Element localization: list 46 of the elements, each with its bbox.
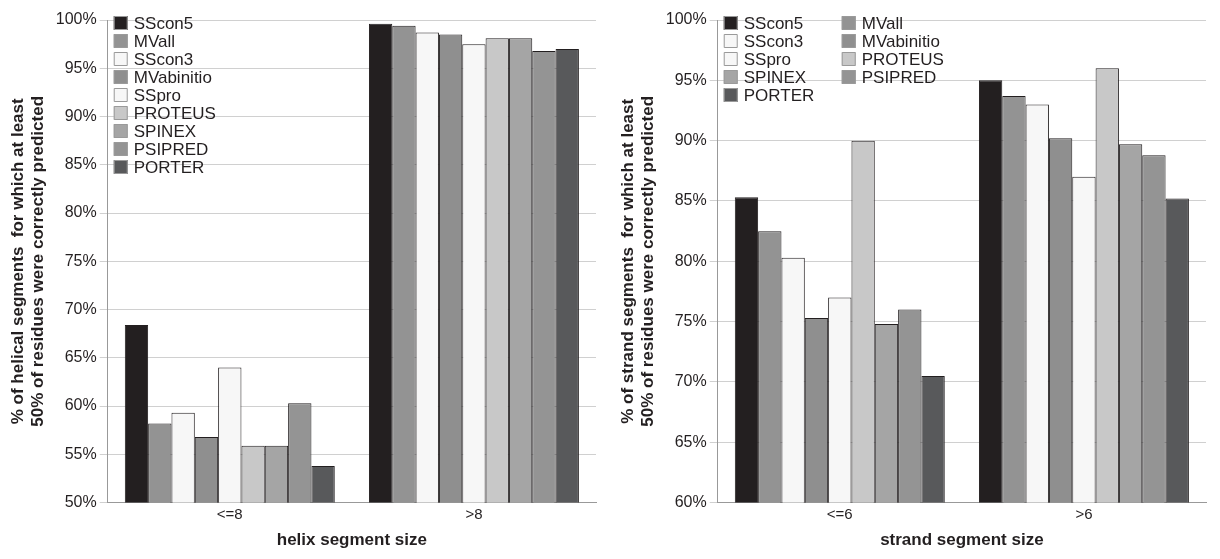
x-axis-title: strand segment size bbox=[880, 530, 1044, 550]
y-tick-label: 60% bbox=[674, 493, 707, 511]
y-tick-label: 75% bbox=[674, 312, 707, 330]
legend-label: MVabinitio bbox=[133, 67, 212, 87]
legend-label: PSIPRED bbox=[133, 139, 209, 159]
y-tick-label: 80% bbox=[674, 251, 707, 269]
y-tick-label: 100% bbox=[665, 10, 707, 28]
y-axis-title: % of helical segments for which at least 50% of residues were correctly predicted bbox=[7, 95, 48, 427]
y-tick-label: 90% bbox=[64, 106, 97, 124]
legend-label: PROTEUS bbox=[861, 49, 944, 69]
y-tick-label: 95% bbox=[674, 70, 707, 88]
x-tick-label: >8 bbox=[465, 504, 483, 522]
legend-label: PORTER bbox=[743, 85, 815, 105]
x-tick-label: >6 bbox=[1075, 504, 1093, 522]
y-tick-label: 50% bbox=[64, 493, 97, 511]
y-axis-title: % of strand segments for which at least 50% of residues were correctly predicted bbox=[617, 95, 658, 427]
y-tick-label: 75% bbox=[64, 251, 97, 269]
y-tick-label: 65% bbox=[674, 432, 707, 450]
legend-label: SSpro bbox=[133, 85, 181, 105]
y-tick-label: 65% bbox=[64, 348, 97, 366]
legend-label: SScon3 bbox=[743, 31, 804, 51]
x-tick-label: <=8 bbox=[216, 504, 243, 522]
y-tick-label: 80% bbox=[64, 203, 97, 221]
y-tick-label: 90% bbox=[674, 131, 707, 149]
y-tick-label: 85% bbox=[674, 191, 707, 209]
y-tick-label: 95% bbox=[64, 58, 97, 76]
legend-label: MVabinitio bbox=[861, 31, 940, 51]
y-tick-label: 100% bbox=[55, 10, 97, 28]
y-tick-label: 70% bbox=[674, 372, 707, 390]
legend-label: PROTEUS bbox=[133, 103, 216, 123]
legend-label: MVall bbox=[861, 13, 903, 33]
legend-label: PORTER bbox=[133, 157, 205, 177]
legend-label: MVall bbox=[133, 31, 175, 51]
legend-label: SScon5 bbox=[743, 13, 804, 33]
legend-label: SScon3 bbox=[133, 49, 194, 69]
legend-label: SPINEX bbox=[133, 121, 197, 141]
y-tick-label: 85% bbox=[64, 155, 97, 173]
y-tick-label: 70% bbox=[64, 299, 97, 317]
legend-label: SPINEX bbox=[743, 67, 807, 87]
y-tick-label: 60% bbox=[64, 396, 97, 414]
y-tick-label: 55% bbox=[64, 444, 97, 462]
legend-label: SScon5 bbox=[133, 13, 194, 33]
legend-label: SSpro bbox=[743, 49, 791, 69]
x-tick-label: <=6 bbox=[826, 504, 853, 522]
x-axis-title: helix segment size bbox=[276, 530, 427, 550]
legend-label: PSIPRED bbox=[861, 67, 937, 87]
